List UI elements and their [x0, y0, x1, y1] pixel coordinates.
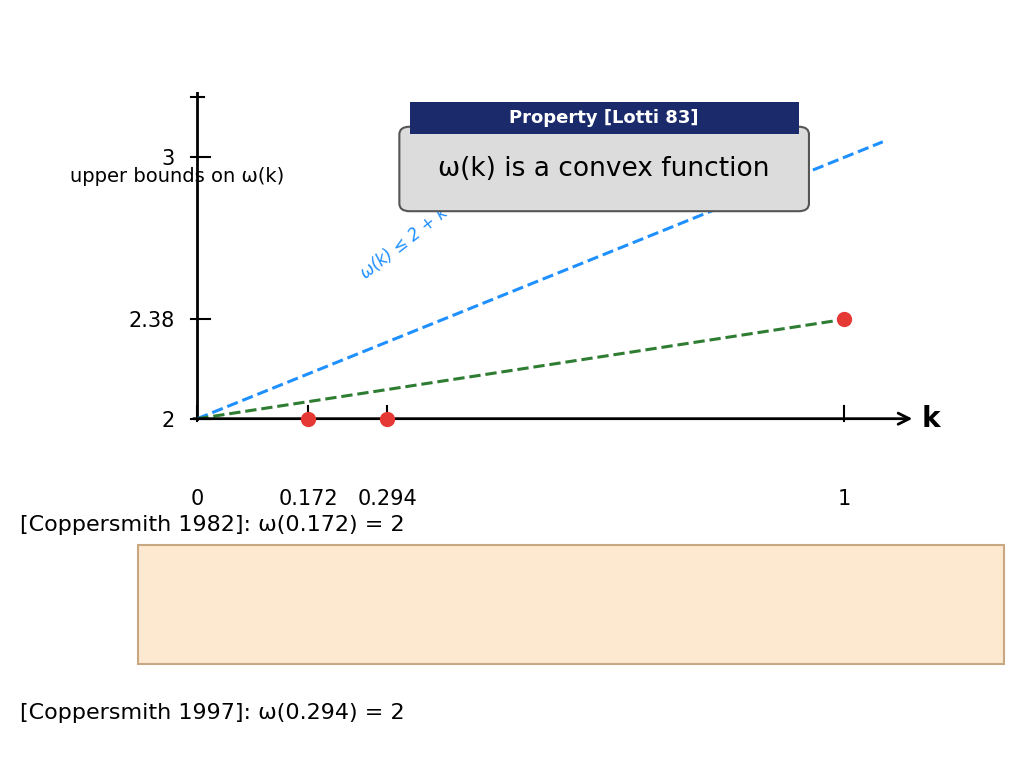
Text: computed using: computed using — [157, 624, 332, 644]
Text: (n: (n — [291, 624, 312, 644]
Text: k: k — [922, 405, 940, 432]
Text: ω(k) is a convex function: ω(k) is a convex function — [438, 156, 770, 182]
Text: Property [Lotti 83]: Property [Lotti 83] — [509, 109, 699, 127]
Text: matrix by an n: matrix by an n — [379, 571, 538, 591]
Text: [Coppersmith 1997]: ω(0.294) = 2: [Coppersmith 1997]: ω(0.294) = 2 — [20, 703, 406, 723]
Text: 0.172: 0.172 — [505, 552, 545, 567]
Text: 2+ε: 2+ε — [308, 606, 336, 620]
Text: O: O — [283, 624, 299, 644]
Text: 0.172: 0.172 — [350, 552, 389, 567]
Text: [Coppersmith 1982]: ω(0.172) = 2: [Coppersmith 1982]: ω(0.172) = 2 — [20, 515, 406, 535]
Text: Exponent of Rectangular Matrix Multiplication: Exponent of Rectangular Matrix Multiplic… — [0, 18, 1024, 63]
Text: ω(k) ≤ 2 + k: ω(k) ≤ 2 + k — [357, 204, 452, 283]
Text: x n matrix can be: x n matrix can be — [535, 571, 724, 591]
Text: The product of an n x n: The product of an n x n — [157, 571, 400, 591]
Text: ) arithmetic operations for any ε>0: ) arithmetic operations for any ε>0 — [326, 624, 693, 644]
Text: upper bounds on ω(k): upper bounds on ω(k) — [70, 167, 285, 186]
